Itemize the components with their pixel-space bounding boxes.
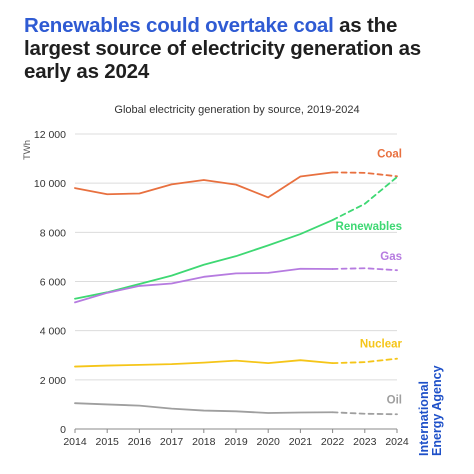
coal-series-line <box>74 171 334 199</box>
y-axis-label: TWh <box>22 140 33 160</box>
gas-series-line <box>74 267 334 304</box>
x-tick-label: 2021 <box>289 436 313 448</box>
oil-series-label: Oil <box>387 394 402 406</box>
x-tick-label: 2016 <box>128 436 152 448</box>
nuclear-series-label: Nuclear <box>360 339 403 351</box>
gas-series-label: Gas <box>380 251 402 263</box>
renewables-series-line <box>74 219 334 300</box>
x-tick-label: 2017 <box>160 436 184 448</box>
y-tick-label: 0 <box>60 424 66 436</box>
y-tick-label: 4 000 <box>40 326 66 338</box>
iea-logo-text: International Energy Agency <box>417 336 444 456</box>
y-tick-label: 12 000 <box>34 129 66 141</box>
headline-rest: as the largest source of electricity gen… <box>24 14 421 83</box>
gas-forecast-line <box>331 267 398 272</box>
x-tick-label: 2014 <box>63 436 87 448</box>
y-tick-label: 8 000 <box>40 227 66 239</box>
oil-series-line <box>74 402 334 414</box>
chart-headline: Renewables could overtake coal as the la… <box>24 14 454 83</box>
y-tick-label: 2 000 <box>40 375 66 387</box>
x-tick-label: 2023 <box>353 436 377 448</box>
chart-title: Global electricity generation by source,… <box>114 104 360 116</box>
iea-logo: International Energy Agency <box>417 340 468 460</box>
x-tick-label: 2019 <box>224 436 248 448</box>
iea-logo-line2: Energy Agency <box>430 365 444 456</box>
x-tick-label: 2015 <box>96 436 120 448</box>
coal-series-label: Coal <box>377 148 402 160</box>
y-tick-label: 6 000 <box>40 277 66 289</box>
oil-forecast-line <box>331 411 398 416</box>
renewables-forecast-line <box>331 176 398 221</box>
nuclear-series-line <box>74 359 334 368</box>
x-tick-label: 2020 <box>257 436 281 448</box>
x-tick-label: 2022 <box>321 436 345 448</box>
x-tick-label: 2018 <box>192 436 216 448</box>
renewables-series-label: Renewables <box>336 221 402 233</box>
headline-highlight: Renewables could overtake coal <box>24 14 334 37</box>
y-tick-label: 10 000 <box>34 178 66 190</box>
coal-forecast-line <box>331 171 398 178</box>
nuclear-forecast-line <box>331 357 398 365</box>
x-tick-label: 2024 <box>385 436 409 448</box>
